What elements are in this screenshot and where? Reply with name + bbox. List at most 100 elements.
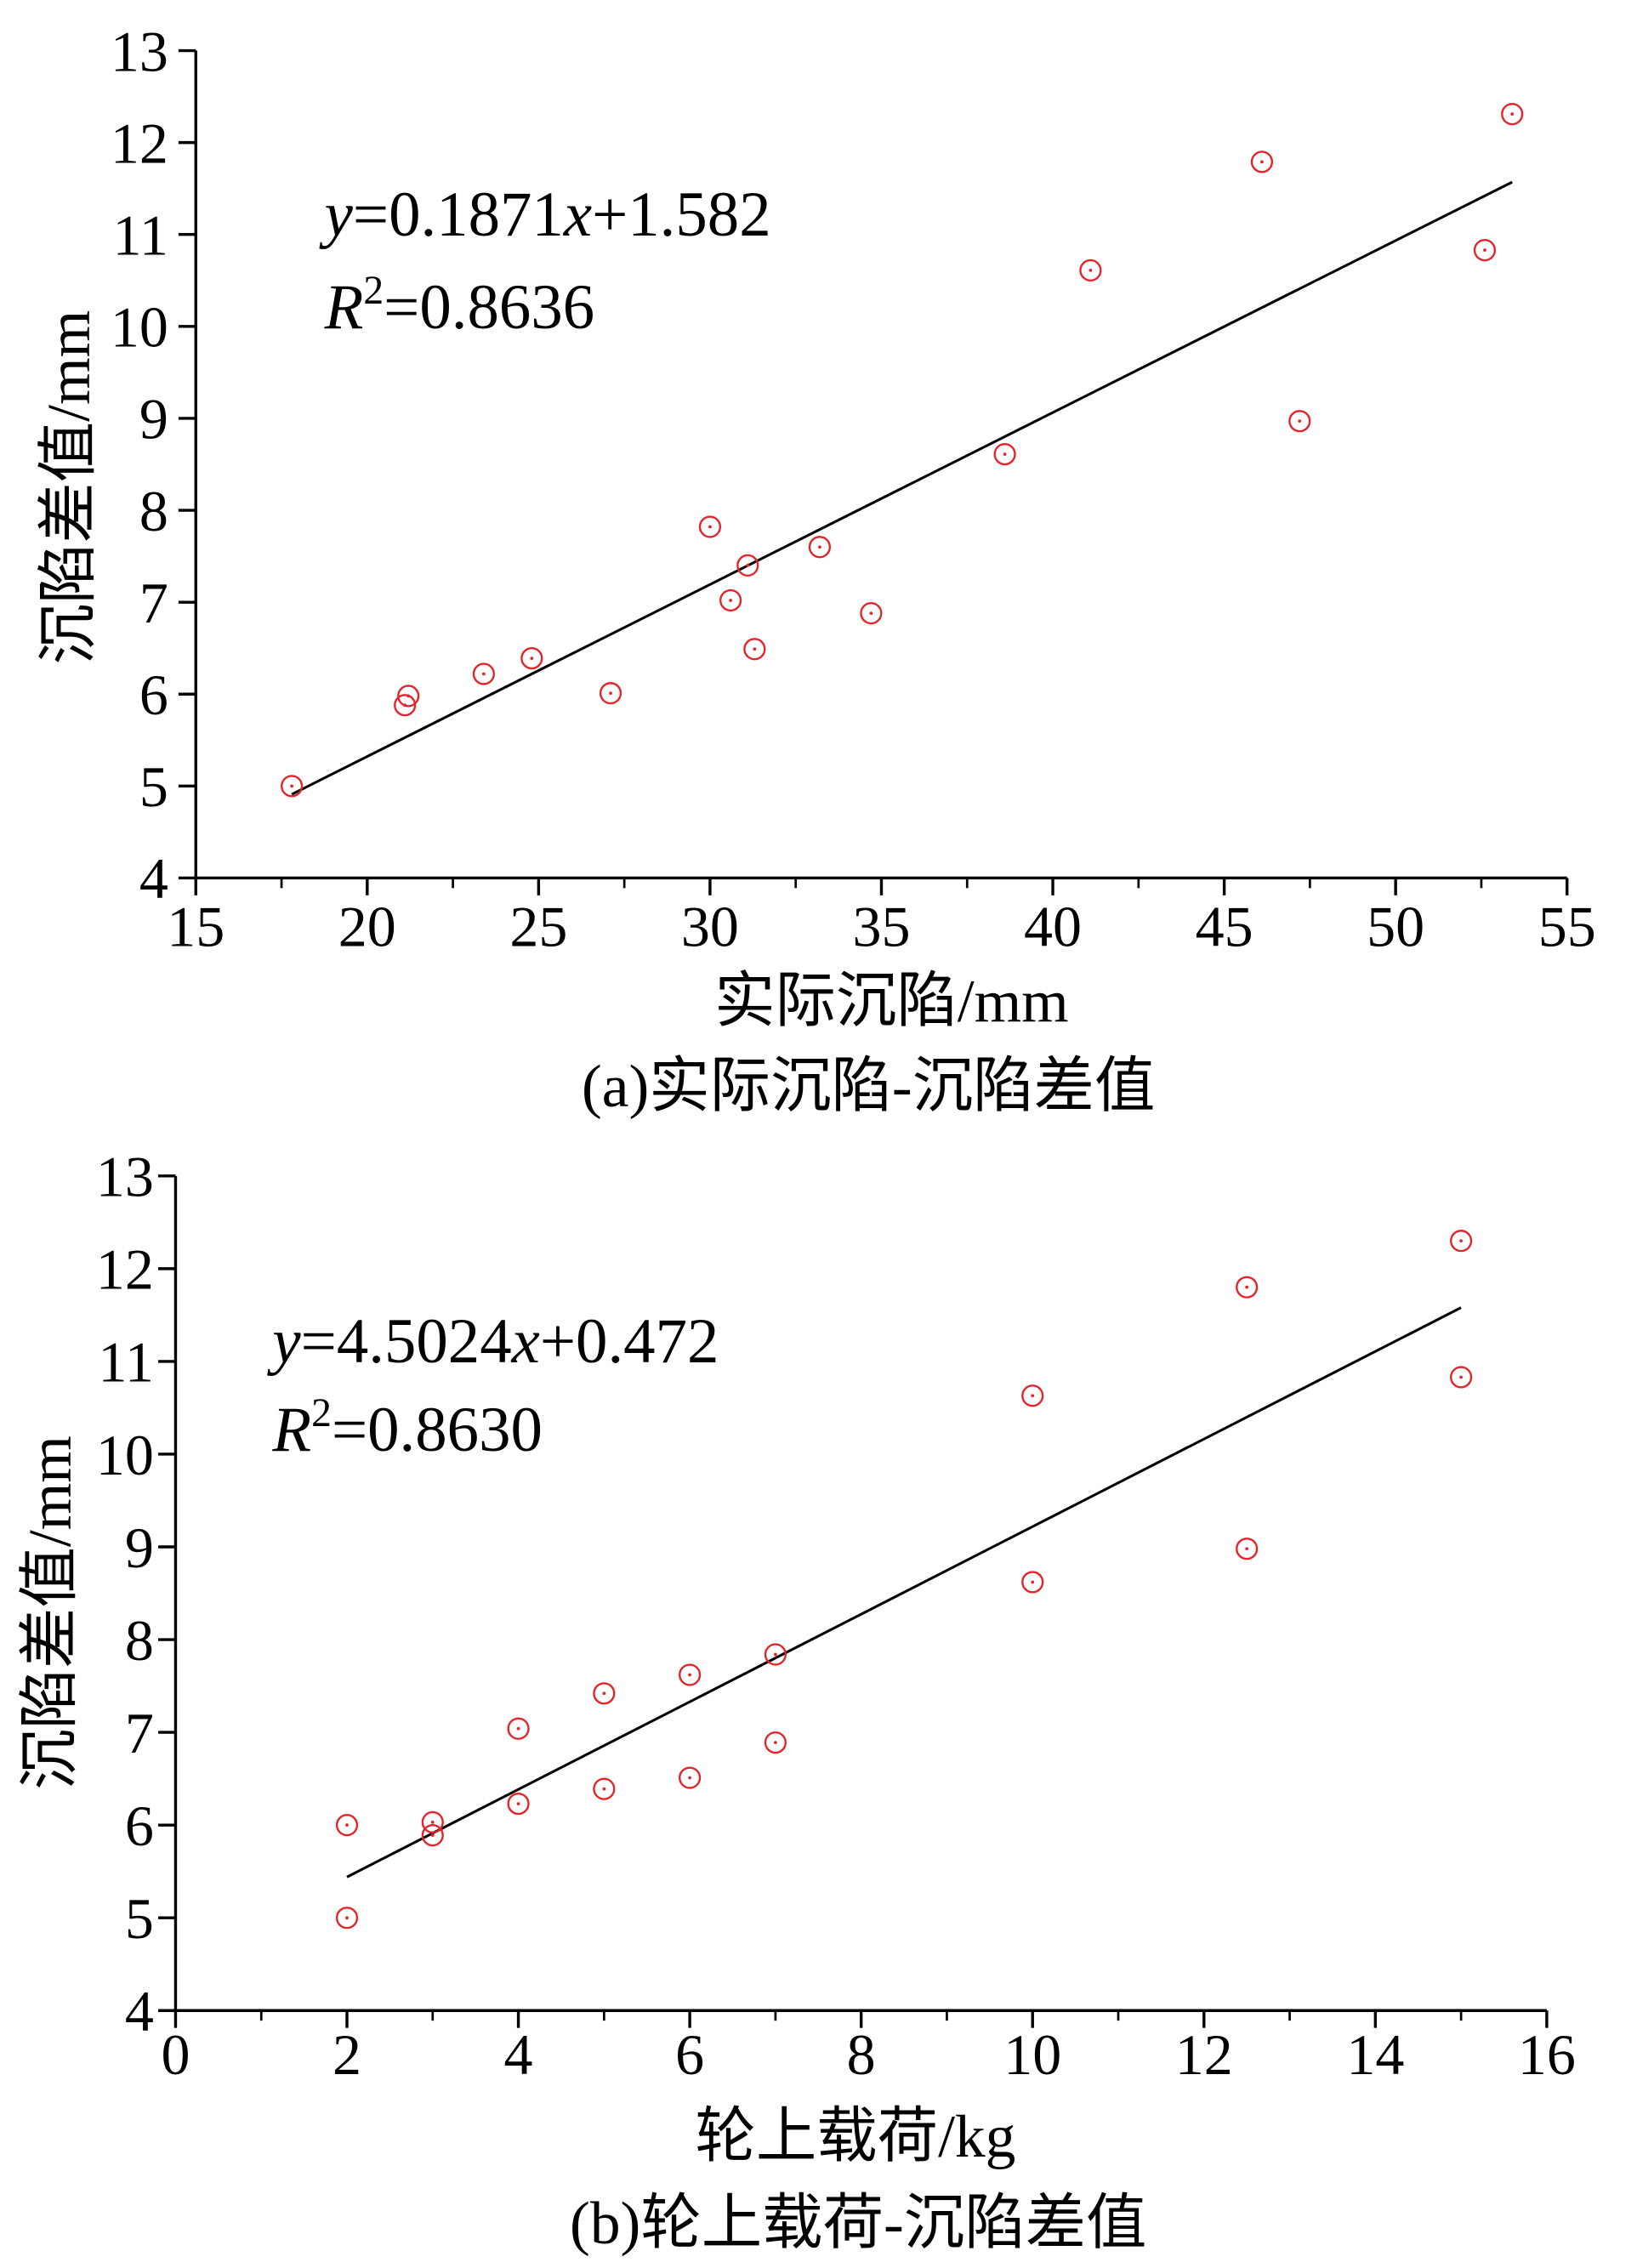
x-axis-label: 实际沉陷/mm [714,968,1069,1035]
data-point-marker [1021,1571,1044,1594]
data-point-marker [860,602,883,625]
x-tick-label: 55 [1538,894,1596,958]
fit-equation: y=4.5024x+0.472 [266,1306,719,1377]
x-tick-label: 35 [852,894,910,958]
r-squared: R2=0.8636 [324,269,595,343]
data-point-center-dot [774,1652,777,1657]
y-tick-label: 6 [139,662,168,727]
fit-line [291,180,1513,796]
y-tick-label: 5 [139,754,168,819]
y-tick-label: 10 [96,1423,154,1487]
data-point-marker [1288,410,1311,433]
y-tick-label: 6 [125,1793,154,1858]
data-point-marker [397,685,420,708]
y-axis-label: 沉陷差值/mm [16,1435,83,1790]
x-tick-label: 0 [161,2022,190,2087]
x-tick-label: 30 [681,894,739,958]
x-tick-label: 45 [1196,894,1253,958]
data-point [1501,103,1524,126]
data-point-center-dot [1298,419,1302,423]
x-tick-label: 20 [338,894,396,958]
y-tick-label: 5 [125,1886,154,1951]
data-point-marker [1473,239,1497,262]
data-point [421,1824,444,1847]
data-point [1236,1538,1259,1560]
y-tick-label: 10 [111,295,168,360]
data-point-marker [507,1717,530,1740]
data-point [743,638,766,661]
data-point-marker [1450,1366,1473,1389]
data-point-marker [1236,1538,1259,1560]
data-point-center-dot [602,1787,606,1791]
x-tick-label: 15 [167,894,225,958]
x-axis-label: 轮上载荷/kg [695,2103,1015,2170]
data-point-marker [421,1824,444,1847]
data-point [335,1814,359,1837]
y-tick-label: 12 [96,1237,154,1302]
data-point-center-dot [406,694,411,698]
fit-line [346,1306,1462,1879]
r-squared: R2=0.8630 [271,1391,543,1465]
data-point-center-dot [818,545,821,549]
data-point [1288,410,1311,433]
data-point [679,1663,702,1686]
data-point-center-dot [345,1916,349,1920]
fit-equation-segment: y [319,179,354,250]
x-tick-label: 8 [847,2022,876,2087]
data-point-center-dot [869,611,873,615]
data-point [1250,151,1274,173]
data-point-center-dot [1031,1394,1035,1398]
data-point-center-dot [753,647,757,651]
data-point [507,1717,530,1740]
data-point-marker [679,1663,702,1686]
data-point [520,646,543,670]
y-tick-label: 7 [125,1701,154,1765]
data-point-marker [593,1777,616,1800]
data-point [1236,1276,1259,1299]
data-point [764,1643,787,1666]
data-point-marker [1021,1384,1044,1407]
data-point [599,682,622,705]
r-squared-segment: 2 [311,1391,332,1435]
data-point-center-dot [774,1741,777,1744]
data-point [1021,1384,1044,1407]
fit-equation-segment: +1.582 [592,179,771,250]
y-axis-label: 沉陷差值/mm [35,310,102,665]
data-point [421,1810,444,1833]
data-point-center-dot [1088,269,1093,272]
data-point-center-dot [430,1821,435,1824]
data-point-center-dot [516,1802,520,1805]
y-tick-label: 4 [139,846,168,911]
x-tick-label: 50 [1367,894,1424,958]
data-point-marker [719,588,742,612]
y-tick-label: 13 [111,19,168,83]
data-point-center-dot [602,1691,606,1696]
x-tick-label: 12 [1175,2022,1233,2087]
data-point-marker [507,1792,530,1816]
fit-equation-segment: =4.5024 [301,1306,512,1377]
data-point [593,1682,616,1705]
fit-equation-segment: x [511,1306,540,1377]
data-point [397,685,420,708]
data-point [472,662,495,685]
y-tick-label: 11 [98,1330,153,1395]
data-point [860,602,883,625]
data-point-center-dot [1031,1580,1035,1584]
data-point-marker [698,515,722,538]
data-point [719,588,742,612]
y-tick-label: 9 [125,1515,154,1580]
data-point [993,442,1016,466]
x-tick-label: 4 [504,2022,533,2087]
data-point-marker [679,1766,702,1789]
y-tick-label: 9 [139,387,168,452]
y-tick-label: 11 [112,203,168,268]
y-tick-label: 7 [139,571,168,635]
r-squared-segment: 2 [363,269,384,313]
x-tick-label: 40 [1024,894,1082,958]
x-tick-label: 2 [333,2022,361,2087]
data-point-marker [520,646,543,670]
data-point-center-dot [688,1776,691,1780]
data-point [808,536,832,559]
data-point-marker [743,638,766,661]
